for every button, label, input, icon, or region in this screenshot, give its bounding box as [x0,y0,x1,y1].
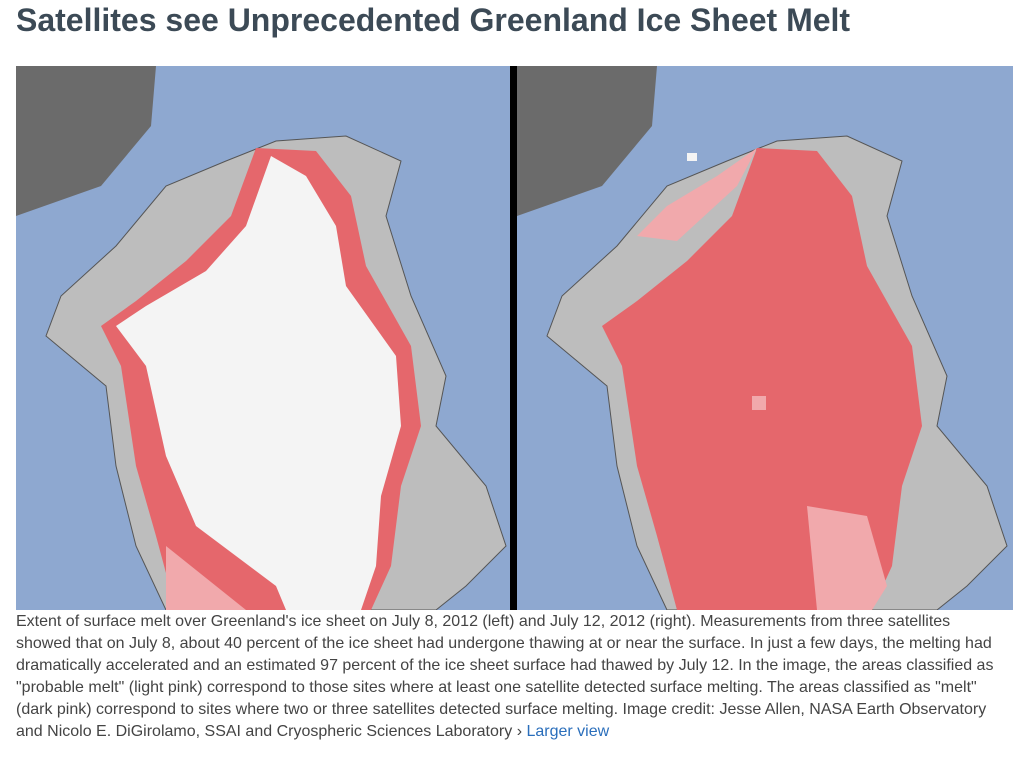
larger-view-link[interactable]: Larger view [526,723,610,740]
map-left [16,66,510,610]
caption-text: Extent of surface melt over Greenland's … [16,613,994,740]
caption: Extent of surface melt over Greenland's … [16,611,1006,743]
map-right [517,66,1013,610]
melt-maps [16,66,1013,610]
title: Satellites see Unprecedented Greenland I… [16,2,851,38]
separator: › [516,723,523,740]
divider [510,66,517,610]
